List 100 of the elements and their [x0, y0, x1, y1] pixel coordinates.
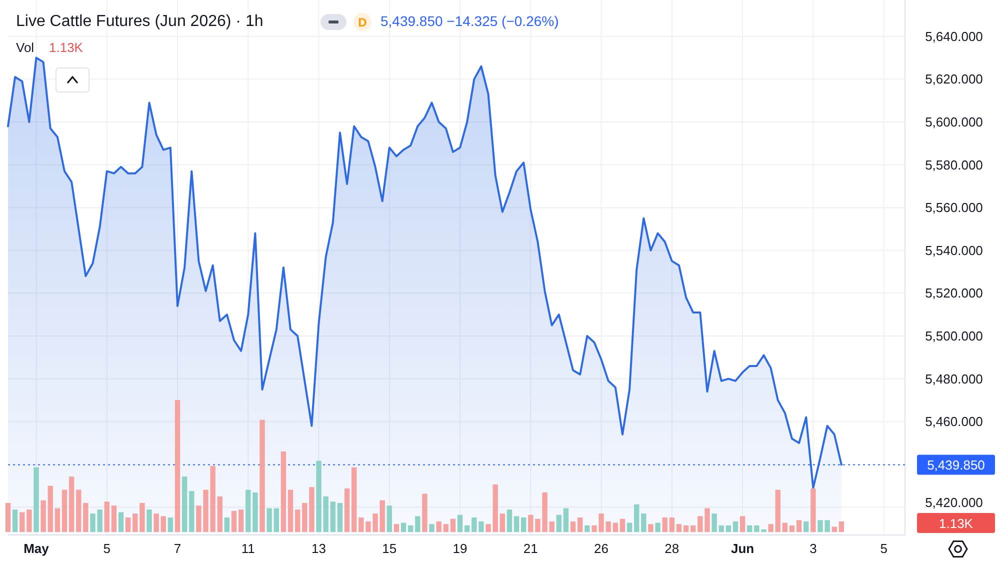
bar — [415, 516, 420, 532]
x-tick-label: 15 — [382, 541, 397, 556]
bar — [224, 517, 230, 532]
bar — [68, 476, 74, 532]
y-tick-label: 5,500.000 — [925, 328, 983, 344]
y-tick-label: 5,460.000 — [925, 414, 983, 430]
bar — [337, 502, 343, 532]
bar — [740, 516, 746, 532]
bar — [732, 521, 738, 532]
bar — [260, 420, 265, 532]
bar — [40, 500, 46, 532]
bar — [676, 524, 682, 532]
bar — [641, 514, 646, 532]
bar — [238, 510, 244, 532]
bar — [506, 510, 512, 532]
bar — [231, 510, 237, 532]
bar — [521, 517, 526, 532]
bar — [634, 504, 640, 532]
bar — [464, 525, 470, 532]
bar — [810, 488, 816, 532]
bar — [450, 518, 456, 532]
bar — [457, 514, 463, 532]
annotation: D — [358, 16, 368, 30]
bar — [606, 521, 611, 532]
bar — [34, 467, 39, 532]
bar — [775, 490, 780, 532]
x-tick-label: 5 — [103, 541, 110, 556]
bar — [712, 514, 717, 532]
bar — [217, 496, 222, 532]
bar — [422, 494, 428, 532]
bar — [563, 508, 569, 532]
bar — [288, 490, 294, 532]
x-tick-label: 19 — [452, 541, 468, 556]
bar — [252, 492, 258, 532]
bar — [570, 521, 576, 532]
bar — [669, 517, 675, 532]
x-tick-label: 21 — [523, 541, 538, 556]
bar — [274, 508, 279, 532]
bar — [140, 502, 145, 532]
bar — [174, 400, 180, 532]
annotation: 5,439.850 −14.325 (−0.26%) — [380, 13, 559, 29]
bar — [789, 525, 795, 532]
bar — [408, 525, 414, 532]
bar — [83, 502, 88, 532]
y-tick-label: 5,620.000 — [925, 72, 983, 87]
bar — [626, 522, 632, 532]
x-tick-label: 13 — [312, 541, 326, 556]
bar — [394, 524, 400, 532]
x-tick-label: 11 — [241, 541, 255, 556]
bar — [747, 525, 752, 532]
bar — [662, 517, 668, 532]
bar — [266, 508, 272, 532]
y-tick-label: 5,480.000 — [925, 371, 983, 386]
bar — [400, 522, 406, 532]
bar — [111, 506, 117, 532]
bar — [500, 514, 506, 532]
bar — [620, 518, 626, 532]
bar — [146, 510, 152, 532]
text: 1.13K — [939, 516, 974, 531]
bar — [125, 517, 131, 532]
bar — [118, 512, 124, 532]
x-tick-label: May — [24, 541, 50, 556]
ref-line-label: 5,439.850 — [927, 458, 985, 473]
bar — [160, 516, 166, 532]
bar — [5, 502, 11, 532]
bar — [26, 510, 32, 532]
bar — [514, 516, 520, 532]
y-tick-label: 5,560.000 — [925, 200, 983, 216]
bar — [182, 476, 188, 532]
bar — [768, 524, 774, 532]
x-tick-label: 3 — [810, 541, 817, 556]
bar — [168, 517, 174, 532]
x-tick-label: 26 — [594, 541, 609, 556]
x-tick-label: 5 — [880, 541, 888, 556]
bar — [309, 487, 314, 532]
bar — [48, 486, 53, 532]
bar — [655, 522, 660, 532]
bar — [154, 514, 159, 532]
bar — [443, 524, 449, 532]
bar — [54, 508, 60, 532]
x-tick-label: 7 — [174, 541, 182, 556]
bar — [351, 467, 357, 532]
bar — [280, 451, 286, 532]
bar — [330, 502, 336, 532]
bar — [76, 490, 82, 532]
bar — [429, 524, 434, 532]
x-tick-label: Jun — [730, 541, 754, 556]
bar — [796, 520, 802, 532]
bar — [302, 502, 308, 532]
bar — [104, 502, 110, 532]
text: Live Cattle Futures (Jun 2026) · 1h — [16, 13, 264, 30]
y-tick-label: 5,420.000 — [925, 495, 983, 510]
y-tick-label: 5,520.000 — [925, 286, 983, 301]
bar — [246, 490, 251, 532]
bar — [690, 525, 696, 532]
bar — [718, 525, 724, 532]
bar — [584, 525, 590, 532]
bar — [782, 522, 788, 532]
text: 1.13K — [49, 40, 83, 55]
y-tick-label: 5,580.000 — [925, 157, 983, 172]
